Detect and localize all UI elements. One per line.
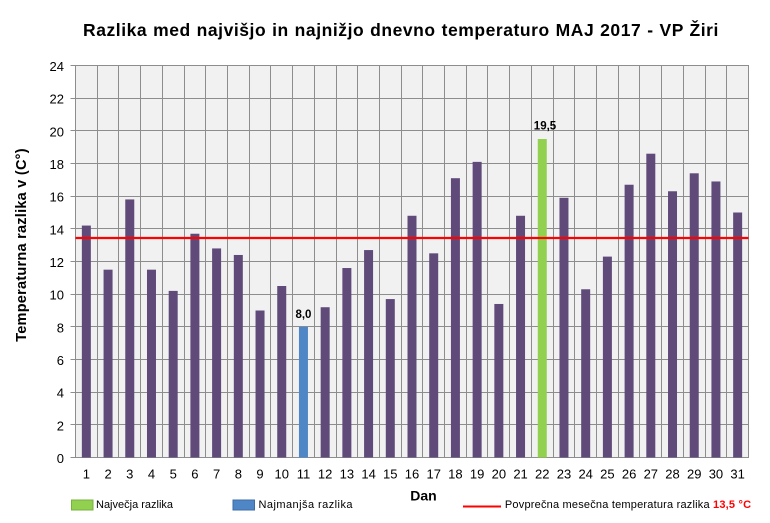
svg-text:22: 22 — [50, 92, 64, 107]
svg-text:18: 18 — [448, 467, 462, 482]
svg-text:2: 2 — [57, 418, 64, 433]
svg-text:Povprečna mesečna temperatura: Povprečna mesečna temperatura razlika 13… — [505, 499, 751, 511]
svg-text:16: 16 — [50, 190, 64, 205]
svg-text:6: 6 — [191, 467, 198, 482]
svg-text:18: 18 — [50, 157, 64, 172]
svg-text:Razlika med najvišjo in najniž: Razlika med najvišjo in najnižjo dnevno … — [83, 19, 719, 40]
svg-text:6: 6 — [57, 353, 64, 368]
svg-text:21: 21 — [513, 467, 527, 482]
svg-text:Dan: Dan — [410, 488, 436, 504]
svg-text:19: 19 — [470, 467, 484, 482]
svg-text:31: 31 — [730, 467, 744, 482]
svg-text:12: 12 — [318, 467, 332, 482]
svg-text:16: 16 — [405, 467, 419, 482]
svg-text:4: 4 — [57, 386, 64, 401]
svg-text:19,5: 19,5 — [534, 121, 557, 133]
svg-text:8,0: 8,0 — [295, 309, 311, 321]
svg-text:0: 0 — [57, 451, 64, 466]
svg-text:15: 15 — [383, 467, 397, 482]
svg-text:13: 13 — [340, 467, 354, 482]
svg-text:14: 14 — [361, 467, 375, 482]
svg-text:Največja razlika: Največja razlika — [96, 499, 174, 511]
svg-text:3: 3 — [126, 467, 133, 482]
svg-text:8: 8 — [235, 467, 242, 482]
svg-text:2: 2 — [104, 467, 111, 482]
svg-text:12: 12 — [50, 255, 64, 270]
svg-text:9: 9 — [256, 467, 263, 482]
svg-text:7: 7 — [213, 467, 220, 482]
svg-text:29: 29 — [687, 467, 701, 482]
svg-text:24: 24 — [578, 467, 592, 482]
svg-text:26: 26 — [622, 467, 636, 482]
svg-text:1: 1 — [83, 467, 90, 482]
svg-text:20: 20 — [492, 467, 506, 482]
svg-text:4: 4 — [148, 467, 155, 482]
svg-text:Temperaturna razlika v (C°): Temperaturna razlika v (C°) — [14, 148, 30, 342]
svg-text:30: 30 — [709, 467, 723, 482]
svg-text:27: 27 — [644, 467, 658, 482]
svg-text:8: 8 — [57, 320, 64, 335]
svg-text:10: 10 — [50, 288, 64, 303]
svg-text:22: 22 — [535, 467, 549, 482]
svg-text:25: 25 — [600, 467, 614, 482]
svg-text:17: 17 — [426, 467, 440, 482]
svg-text:Najmanjša razlika: Najmanjša razlika — [259, 499, 354, 511]
svg-text:10: 10 — [275, 467, 289, 482]
svg-text:14: 14 — [50, 222, 64, 237]
svg-text:20: 20 — [50, 124, 64, 139]
svg-text:5: 5 — [170, 467, 177, 482]
svg-text:24: 24 — [50, 59, 64, 74]
svg-text:28: 28 — [665, 467, 679, 482]
svg-text:23: 23 — [557, 467, 571, 482]
svg-text:11: 11 — [297, 467, 311, 482]
